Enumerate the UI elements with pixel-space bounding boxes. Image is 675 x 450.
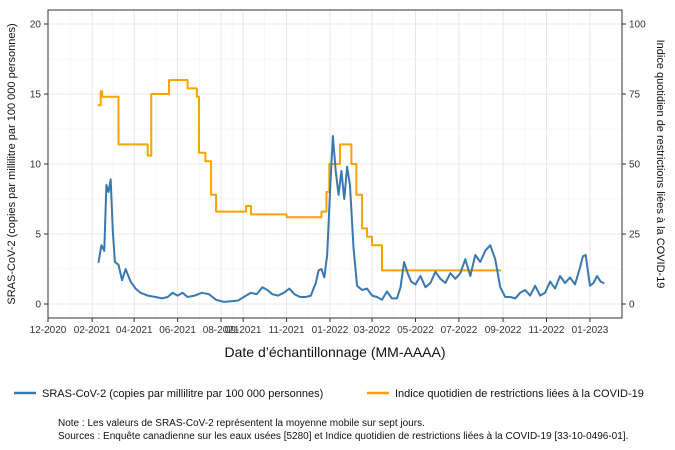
left-tick-label: 20 <box>30 20 42 31</box>
x-axis-title: Date d’échantillonnage (MM-AAAA) <box>225 344 446 360</box>
series-line-restrictions <box>97 79 502 272</box>
x-tick-label: 03-2022 <box>354 325 391 336</box>
x-tick-label: 01-2022 <box>312 325 349 336</box>
right-tick-label: 25 <box>629 230 641 241</box>
left-tick-label: 5 <box>35 230 41 241</box>
legend-label-sars: SRAS-CoV-2 (copies par millilitre par 10… <box>42 388 323 400</box>
x-tick-label: 09-2021 <box>225 325 262 336</box>
right-tick-label: 100 <box>629 20 646 31</box>
x-tick-label: 02-2021 <box>74 325 111 336</box>
x-tick-label: 08-2021 <box>203 325 240 336</box>
x-tick-label: 06-2021 <box>159 325 196 336</box>
left-axis-ticks: 0 5 10 15 20 <box>30 20 48 311</box>
footnote-note: Note : Les valeurs de SRAS-CoV-2 représe… <box>58 418 425 429</box>
series-layer <box>97 79 605 303</box>
left-tick-label: 10 <box>30 160 42 171</box>
x-tick-label: 09-2022 <box>485 325 522 336</box>
grid-lines <box>47 10 622 318</box>
right-axis-title: Indice quotidien de restrictions liées à… <box>654 40 666 289</box>
x-axis-ticks: 12-2020 02-2021 04-2021 06-2021 08-202109-20… <box>30 318 609 336</box>
left-axis-title: SRAS-CoV-2 (copies par millilitre par 10… <box>6 23 18 304</box>
right-tick-label: 0 <box>629 300 635 311</box>
footnote-sources: Sources : Enquête canadienne sur les eau… <box>58 431 629 442</box>
right-axis-ticks: 0 25 50 75 100 <box>622 20 646 311</box>
x-tick-label: 12-2020 <box>30 325 67 336</box>
legend-label-restrictions: Indice quotidien de restrictions liées à… <box>395 388 644 400</box>
series-line-sars <box>97 135 605 303</box>
x-tick-label: 04-2021 <box>116 325 153 336</box>
x-tick-label: 07-2022 <box>441 325 478 336</box>
x-tick-label: 05-2022 <box>397 325 434 336</box>
x-tick-label: 01-2023 <box>572 325 609 336</box>
left-tick-label: 0 <box>35 300 41 311</box>
right-tick-label: 50 <box>629 160 641 171</box>
x-tick-label: 11-2022 <box>529 325 565 336</box>
legend: SRAS-CoV-2 (copies par millilitre par 10… <box>14 388 644 400</box>
left-tick-label: 15 <box>30 90 42 101</box>
x-tick-label: 11-2021 <box>269 325 305 336</box>
right-tick-label: 75 <box>629 90 641 101</box>
